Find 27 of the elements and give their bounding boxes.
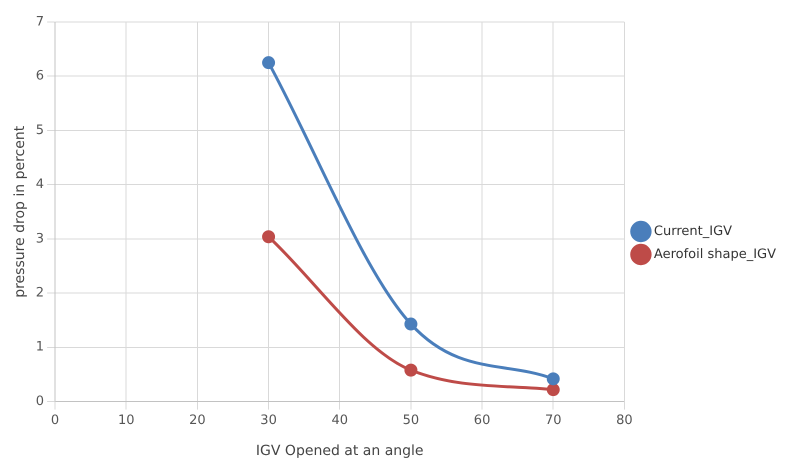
x-tick-label: 80 [616, 412, 633, 428]
x-tick-label: 10 [118, 412, 135, 428]
legend-label: Aerofoil shape_IGV [654, 246, 776, 262]
x-tick-label: 30 [260, 412, 277, 428]
y-tick-label: 0 [36, 394, 44, 409]
x-tick-label: 40 [331, 412, 348, 428]
x-tick-label: 60 [474, 412, 490, 428]
y-axis-title: pressure drop in percent [12, 125, 28, 298]
point [546, 383, 560, 396]
y-tick-label: 4 [36, 177, 44, 192]
x-tick-label: 0 [50, 412, 60, 428]
point [404, 364, 418, 377]
y-tick-label: 2 [36, 286, 44, 301]
y-tick-label: 1 [36, 340, 44, 355]
point [404, 318, 418, 331]
point [262, 56, 276, 70]
y-tick-label: 5 [36, 122, 44, 138]
x-tick-label: 50 [402, 412, 420, 428]
point [262, 230, 276, 244]
x-tick-label: 20 [189, 412, 206, 428]
y-tick-label: 7 [36, 14, 44, 30]
legend-label: Current_IGV [654, 224, 732, 239]
y-tick-label: 3 [36, 231, 44, 246]
x-tick-label: 70 [544, 412, 562, 428]
y-tick-label: 6 [36, 68, 44, 84]
x-axis-title: IGV Opened at an angle [256, 443, 424, 460]
point [546, 372, 560, 386]
